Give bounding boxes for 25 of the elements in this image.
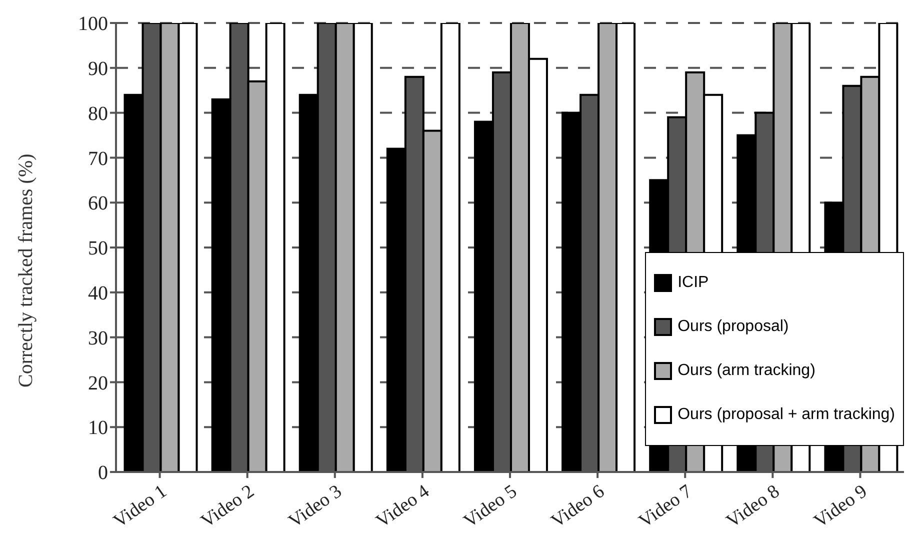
- y-tick-label: 90: [88, 58, 108, 80]
- x-tick-label: Video 7: [635, 480, 696, 532]
- legend-label: Ours (proposal): [678, 318, 789, 336]
- legend-label: ICIP: [678, 274, 709, 292]
- y-tick-label: 80: [88, 102, 108, 125]
- x-tick-label: Video 5: [460, 480, 521, 532]
- x-tick-label: Video 1: [110, 480, 171, 532]
- x-tick-label: Video 9: [810, 480, 872, 532]
- x-tick-label: Video 2: [197, 480, 258, 532]
- x-tick-label: Video 3: [284, 480, 346, 532]
- x-tick-label: Video 6: [548, 480, 608, 532]
- y-tick-label: 40: [88, 282, 108, 304]
- y-tick-label: 10: [88, 417, 108, 440]
- y-tick-label: 50: [88, 238, 108, 260]
- y-tick-label: 100: [78, 13, 108, 36]
- x-tick-label: Video 4: [372, 480, 434, 532]
- x-tick-label: Video 8: [722, 480, 784, 532]
- y-tick-label: 60: [88, 192, 108, 215]
- legend-label: Ours (proposal + arm tracking): [678, 406, 895, 424]
- y-tick-label: 0: [98, 462, 108, 484]
- y-tick-label: 20: [88, 372, 108, 394]
- y-axis-title: Correctly tracked frames (%): [15, 154, 38, 388]
- y-tick-label: 70: [88, 148, 108, 170]
- legend-label: Ours (arm tracking): [678, 362, 816, 380]
- y-tick-label: 30: [88, 327, 108, 350]
